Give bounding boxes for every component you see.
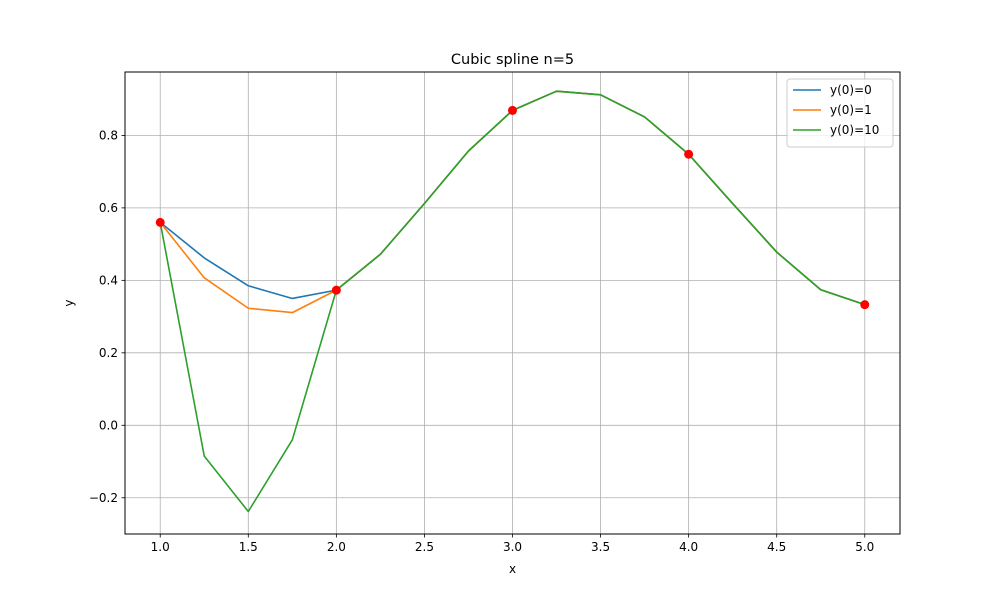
y-tick-label: −0.2	[89, 491, 118, 505]
x-tick-label: 2.0	[327, 540, 346, 554]
x-axis-label: x	[509, 562, 516, 576]
knot-point	[684, 149, 694, 159]
x-axis-ticks: 1.0 1.5 2.0 2.5 3.0 3.5 4.0 4.5 5.0	[151, 534, 874, 554]
legend-label-1: y(0)=0	[830, 83, 872, 97]
chart-title: Cubic spline n=5	[451, 52, 574, 68]
grid-lines	[125, 72, 900, 534]
legend-label-3: y(0)=10	[830, 123, 879, 137]
x-tick-label: 1.0	[151, 540, 170, 554]
y-tick-label: 0.8	[99, 128, 118, 142]
knot-point	[508, 105, 517, 115]
y-axis-ticks: −0.2 0.0 0.2 0.4 0.6 0.8	[89, 128, 125, 505]
x-tick-label: 5.0	[855, 540, 874, 554]
x-tick-label: 3.0	[503, 540, 522, 554]
legend-label-2: y(0)=1	[830, 103, 872, 117]
y-tick-label: 0.4	[99, 273, 118, 287]
x-tick-label: 1.5	[239, 540, 258, 554]
y-tick-label: 0.6	[99, 201, 118, 215]
x-tick-label: 4.5	[767, 540, 786, 554]
knot-point	[155, 217, 165, 227]
legend: y(0)=0 y(0)=1 y(0)=10	[786, 78, 894, 148]
x-tick-label: 4.0	[679, 540, 698, 554]
knot-point	[331, 285, 341, 295]
x-tick-label: 2.5	[415, 540, 434, 554]
knot-points	[155, 105, 870, 310]
y-tick-label: 0.2	[99, 346, 118, 360]
x-tick-label: 3.5	[591, 540, 610, 554]
y-axis-label: y	[62, 299, 76, 306]
knot-point	[860, 300, 870, 310]
y-tick-label: 0.0	[99, 418, 118, 432]
